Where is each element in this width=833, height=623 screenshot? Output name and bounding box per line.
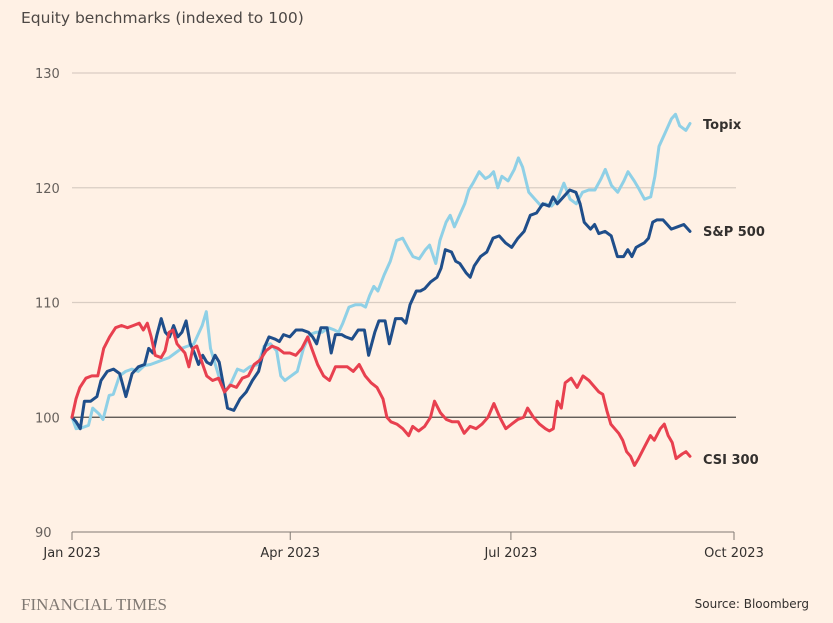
x-tick-label: Jan 2023 [42,546,100,561]
series-line-topix [70,112,692,431]
series-label: Topix [703,118,742,133]
x-tick-label: Jul 2023 [483,546,537,561]
x-axis: Jan 2023 Apr 2023 Jul 2023 Oct 2023 [42,531,764,561]
gridlines [72,72,736,418]
ft-logo: FINANCIAL TIMES [21,595,167,614]
y-axis-ticks: 90 100 110 120 130 [35,67,60,541]
y-tick-label: 100 [35,411,60,426]
series-label: CSI 300 [703,453,759,468]
source-note: Source: Bloomberg [694,597,809,611]
chart-title: Equity benchmarks (indexed to 100) [21,9,304,27]
y-tick-label: 110 [35,297,60,312]
x-tick-label: Apr 2023 [260,546,320,561]
series-lines [70,112,692,467]
y-tick-label: 120 [35,182,60,197]
x-tick-label: Oct 2023 [704,546,764,561]
series-line-s-p-500 [70,188,692,431]
y-tick-label: 130 [35,67,60,82]
y-tick-label: 90 [35,526,52,541]
series-label: S&P 500 [703,225,765,240]
series-labels: Topix S&P 500 CSI 300 [703,118,765,468]
series-line-csi-300 [70,321,692,467]
